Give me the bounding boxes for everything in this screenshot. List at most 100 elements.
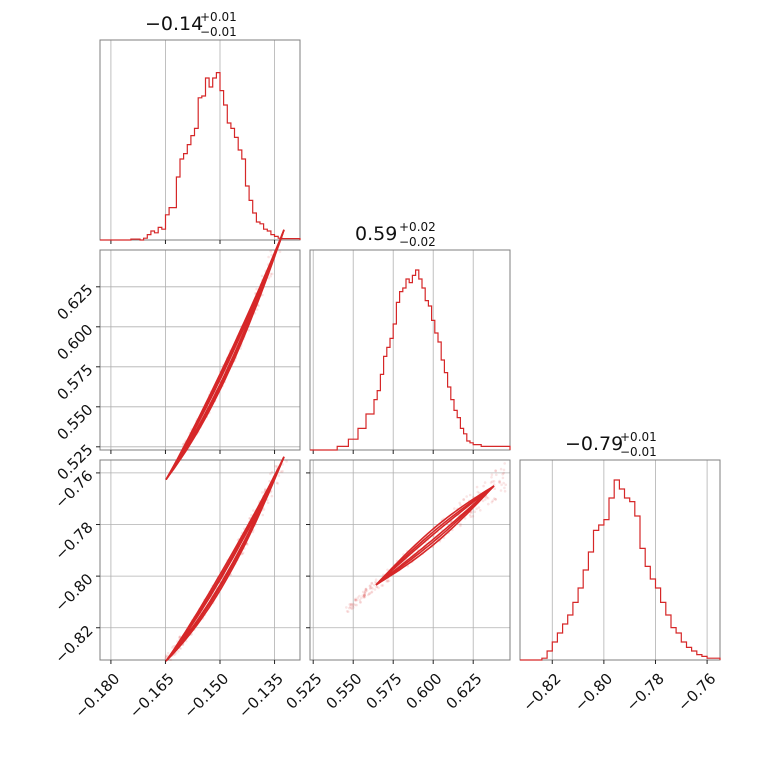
scatter-point: [367, 593, 370, 597]
scatter-point: [364, 588, 368, 591]
scatter-point: [274, 464, 277, 468]
scatter-point: [494, 469, 498, 473]
scatter-point: [370, 581, 374, 585]
scatter-point: [373, 588, 377, 591]
panel-frame: [309, 249, 511, 451]
scatter-point: [247, 329, 250, 332]
contour-level-1: [165, 229, 285, 481]
scatter-point: [358, 594, 361, 598]
histogram-param-1: [100, 72, 301, 241]
y-tick-label: 0.600: [53, 321, 96, 364]
title-minus: −0.01: [620, 445, 657, 459]
scatter-point: [469, 515, 473, 519]
scatter-point: [370, 590, 374, 594]
scatter-point: [504, 483, 508, 487]
scatter-point: [459, 503, 462, 507]
scatter-point: [490, 476, 493, 479]
scatter-point: [361, 594, 365, 597]
scatter-point: [164, 657, 167, 660]
scatter-point: [475, 485, 479, 489]
scatter-point: [164, 655, 168, 659]
contour-level-3: [165, 229, 285, 481]
scatter-point: [370, 582, 374, 585]
scatter-point: [352, 606, 355, 609]
scatter-point: [241, 552, 244, 556]
scatter-point: [261, 513, 265, 517]
scatter-point: [492, 480, 496, 483]
scatter-point: [349, 606, 353, 610]
scatter-point: [476, 490, 480, 494]
scatter-point: [502, 471, 506, 475]
scatter-point: [484, 498, 487, 501]
scatter-point: [349, 603, 353, 606]
y-tick-label: −0.82: [51, 622, 96, 667]
scatter-point: [375, 585, 379, 588]
scatter-point: [481, 499, 485, 503]
scatter-point: [374, 578, 378, 581]
contour-level-2: [165, 456, 285, 662]
scatter-point: [355, 598, 358, 602]
x-tick-label: −0.78: [623, 670, 668, 715]
scatter-point: [270, 470, 274, 474]
scatter-point: [493, 487, 497, 491]
y-tick-label: 0.550: [53, 401, 96, 444]
scatter-point: [364, 587, 368, 591]
scatter-point: [351, 604, 355, 608]
x-tick-label: 0.550: [322, 670, 365, 713]
scatter-point: [459, 524, 462, 528]
scatter-point: [468, 493, 472, 497]
title-param-3: −0.79: [565, 433, 623, 455]
scatter-point: [494, 498, 497, 501]
scatter-point: [472, 495, 475, 499]
scatter-point: [246, 543, 249, 546]
scatter-point: [257, 304, 260, 308]
scatter-point: [364, 590, 367, 593]
contour-level-1: [165, 456, 285, 662]
scatter-point: [491, 480, 494, 483]
scatter-point: [350, 602, 354, 606]
scatter-point: [458, 501, 462, 505]
scatter-point: [269, 272, 273, 276]
scatter-point: [495, 473, 498, 477]
scatter-point: [485, 496, 489, 499]
x-tick-label: 0.525: [282, 670, 325, 713]
scatter-point: [387, 579, 391, 582]
title-plus: +0.01: [620, 430, 657, 444]
title-param-1: −0.14: [145, 13, 203, 35]
scatter-point: [164, 654, 168, 657]
scatter-point: [359, 600, 362, 604]
scatter-point: [499, 489, 503, 492]
scatter-point: [353, 603, 357, 607]
scatter-point: [267, 255, 270, 259]
scatter-point: [363, 591, 367, 595]
scatter-point: [482, 484, 485, 488]
scatter-point: [348, 606, 351, 610]
scatter-point: [471, 515, 475, 518]
title-plus: +0.02: [399, 220, 436, 234]
panel-frame: [309, 459, 511, 661]
x-tick-label: −0.80: [571, 670, 616, 715]
title-plus: +0.01: [200, 10, 237, 24]
scatter-point: [355, 598, 358, 602]
scatter-point: [277, 474, 281, 477]
scatter-point: [276, 482, 280, 485]
scatter-point: [252, 509, 255, 512]
scatter-point: [346, 610, 350, 613]
scatter-point: [479, 509, 482, 512]
scatter-point: [478, 491, 481, 495]
x-tick-label: −0.76: [674, 670, 719, 715]
x-tick-label: 0.625: [442, 670, 485, 713]
scatter-point: [260, 274, 264, 278]
scatter-point: [489, 481, 493, 484]
scatter-point: [494, 469, 497, 472]
scatter-point: [465, 495, 469, 498]
scatter-point: [266, 501, 270, 505]
scatter-point: [364, 587, 368, 591]
title-param-2: 0.59: [355, 223, 397, 245]
scatter-point: [377, 586, 380, 590]
histogram-param-3: [520, 479, 721, 661]
y-tick-label: −0.80: [51, 570, 96, 615]
scatter-point: [463, 517, 467, 520]
scatter-point: [353, 599, 357, 602]
scatter-point: [361, 590, 365, 594]
